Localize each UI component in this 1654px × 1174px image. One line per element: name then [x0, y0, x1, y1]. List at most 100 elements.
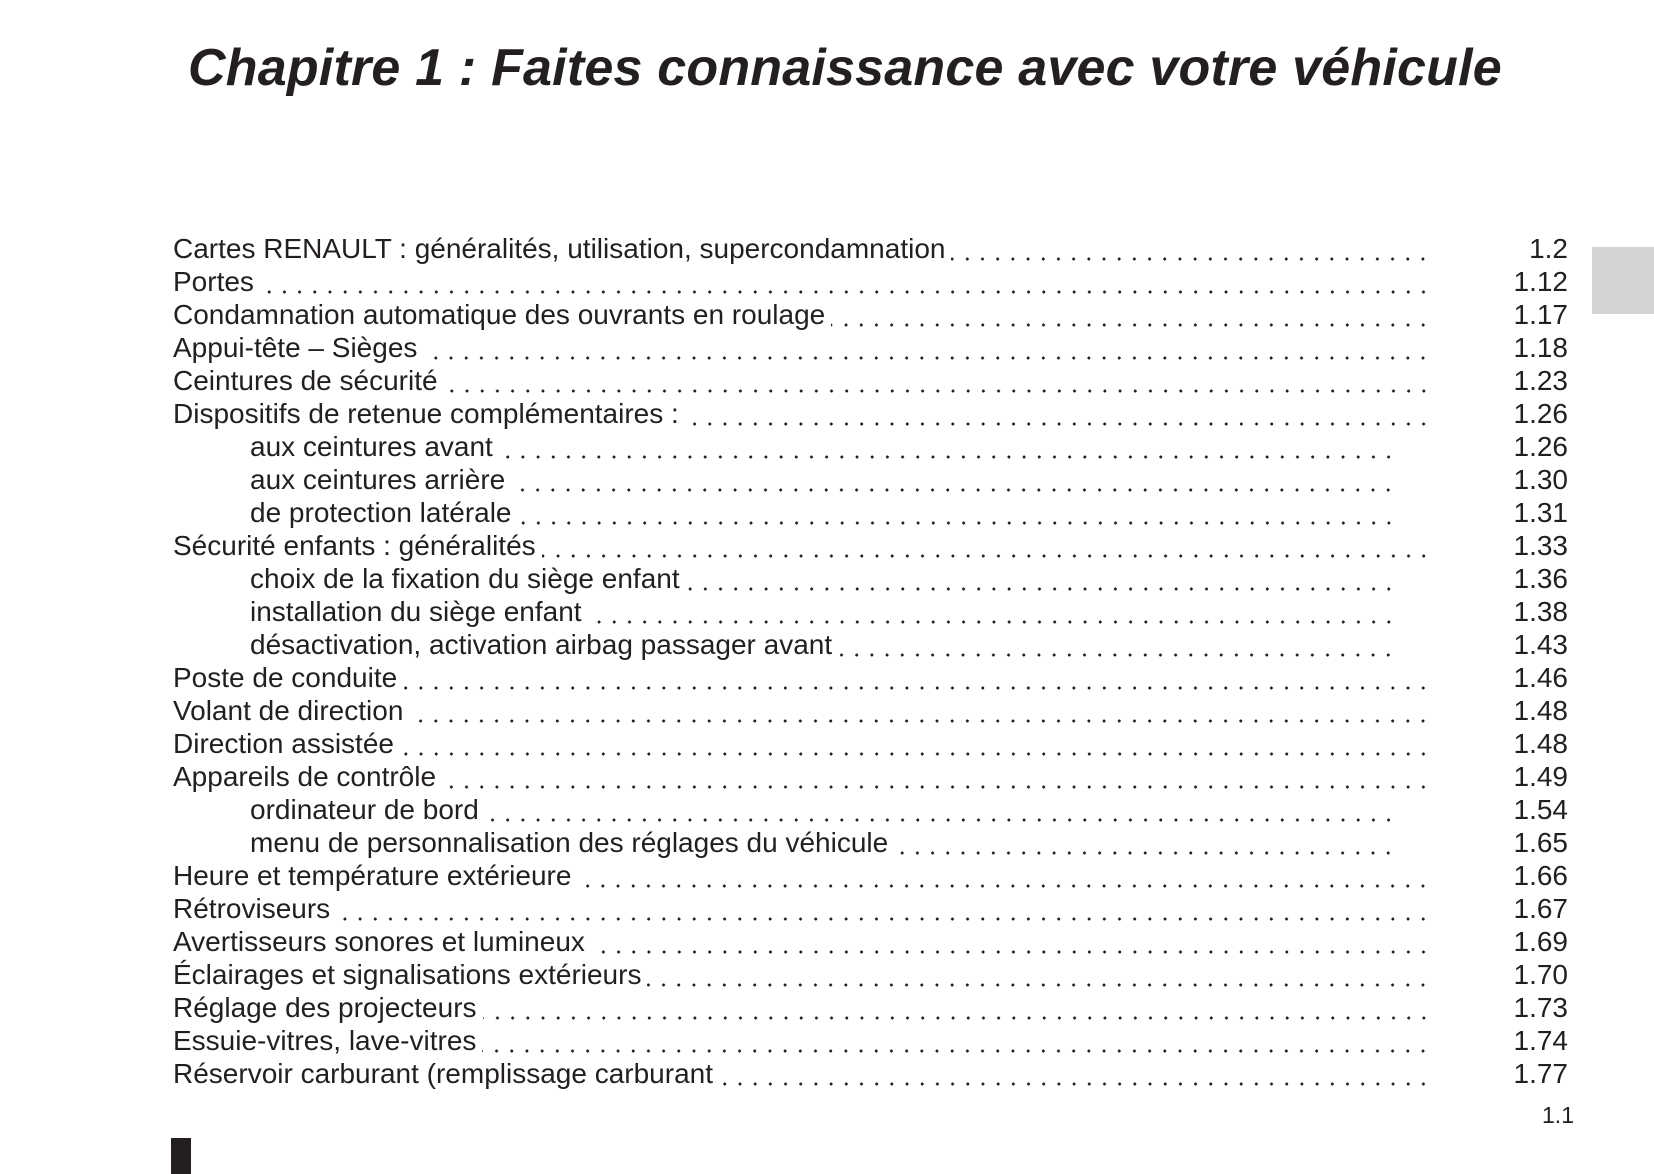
- leader-dots: [951, 256, 1431, 261]
- toc-entry-page: 1.49: [1513, 761, 1569, 792]
- toc-entry[interactable]: Réglage des projecteurs 1.73: [173, 991, 1568, 1024]
- leader-dots: [482, 1048, 1431, 1053]
- toc-entry-page: 1.69: [1513, 926, 1569, 957]
- leader-dots: [442, 784, 1431, 789]
- chapter-title: Chapitre 1 : Faites connaissance avec vo…: [188, 39, 1502, 97]
- toc-entry-page: 1.18: [1513, 332, 1569, 363]
- toc-entry-label: aux ceintures arrière: [250, 464, 506, 495]
- leader-dots: [259, 289, 1431, 294]
- toc-entry[interactable]: Avertisseurs sonores et lumineux 1.69: [173, 925, 1568, 958]
- toc-entry-label: Avertisseurs sonores et lumineux: [173, 926, 585, 957]
- leader-dots: [482, 1015, 1431, 1020]
- page-edge-marker: [171, 1138, 191, 1174]
- toc-entry-label: aux ceintures avant: [250, 431, 493, 462]
- toc-entry-label: Condamnation automatique des ouvrants en…: [173, 299, 826, 330]
- toc-entry[interactable]: Direction assistée 1.48: [173, 727, 1568, 760]
- leader-dots: [498, 454, 1396, 459]
- leader-dots: [403, 685, 1431, 690]
- leader-dots: [719, 1081, 1431, 1086]
- toc-entry[interactable]: Sécurité enfants : généralités 1.33: [173, 529, 1568, 562]
- toc-entry-page: 1.54: [1513, 794, 1569, 825]
- toc-entry-page: 1.43: [1513, 629, 1569, 660]
- leader-dots: [517, 520, 1396, 525]
- toc-entry-page: 1.77: [1513, 1058, 1569, 1089]
- toc-entry-page: 1.36: [1513, 563, 1569, 594]
- toc-entry-label: Dispositifs de retenue complémentaires :: [173, 398, 679, 429]
- toc-entry-page: 1.33: [1513, 530, 1569, 561]
- leader-dots: [647, 982, 1431, 987]
- toc-entry[interactable]: Rétroviseurs 1.67: [173, 892, 1568, 925]
- toc-entry-page: 1.66: [1513, 860, 1569, 891]
- toc-entry[interactable]: aux ceintures arrière 1.30: [173, 463, 1568, 496]
- leader-dots: [577, 883, 1431, 888]
- toc-entry[interactable]: ordinateur de bord 1.54: [173, 793, 1568, 826]
- toc-entry-label: Réglage des projecteurs: [173, 992, 477, 1023]
- toc-entry-page: 1.46: [1513, 662, 1569, 693]
- toc-entry[interactable]: Dispositifs de retenue complémentaires :…: [173, 397, 1568, 430]
- toc-entry-label: installation du siège enfant: [250, 596, 582, 627]
- toc-entry[interactable]: Appareils de contrôle 1.49: [173, 760, 1568, 793]
- toc-entry-page: 1.26: [1513, 398, 1569, 429]
- leader-dots: [443, 388, 1431, 393]
- leader-dots: [511, 487, 1396, 492]
- leader-dots: [336, 916, 1431, 921]
- toc-entry[interactable]: désactivation, activation airbag passage…: [173, 628, 1568, 661]
- toc-entry-page: 1.12: [1513, 266, 1569, 297]
- leader-dots: [684, 421, 1431, 426]
- toc-entry-label: Réservoir carburant (remplissage carbura…: [173, 1058, 713, 1089]
- leader-dots: [894, 850, 1396, 855]
- toc-entry[interactable]: Poste de conduite 1.46: [173, 661, 1568, 694]
- toc-entry[interactable]: menu de personnalisation des réglages du…: [173, 826, 1568, 859]
- toc-entry-label: Ceintures de sécurité: [173, 365, 438, 396]
- toc-entry-label: Portes: [173, 266, 254, 297]
- toc-entry-label: Volant de direction: [173, 695, 404, 726]
- leader-dots: [409, 718, 1431, 723]
- toc-entry-label: Essuie-vitres, lave-vitres: [173, 1025, 477, 1056]
- toc-entry-label: Sécurité enfants : généralités: [173, 530, 536, 561]
- leader-dots: [423, 355, 1431, 360]
- toc-entry-label: Éclairages et signalisations extérieurs: [173, 959, 642, 990]
- toc-entry-page: 1.67: [1513, 893, 1569, 924]
- toc-entry[interactable]: installation du siège enfant 1.38: [173, 595, 1568, 628]
- toc-entry-label: Appareils de contrôle: [173, 761, 437, 792]
- toc-entry[interactable]: aux ceintures avant 1.26: [173, 430, 1568, 463]
- toc-entry[interactable]: Réservoir carburant (remplissage carbura…: [173, 1057, 1568, 1090]
- toc-entry-label: choix de la fixation du siège enfant: [250, 563, 680, 594]
- leader-dots: [587, 619, 1396, 624]
- toc-entry[interactable]: Volant de direction 1.48: [173, 694, 1568, 727]
- toc-entry[interactable]: de protection latérale 1.31: [173, 496, 1568, 529]
- toc-entry[interactable]: Heure et température extérieure 1.66: [173, 859, 1568, 892]
- toc-entry-page: 1.70: [1513, 959, 1569, 990]
- toc-entry-page: 1.26: [1513, 431, 1569, 462]
- leader-dots: [590, 949, 1431, 954]
- leader-dots: [399, 751, 1431, 756]
- toc-entry-label: désactivation, activation airbag passage…: [250, 629, 833, 660]
- leader-dots: [831, 322, 1431, 327]
- toc-entry-page: 1.48: [1513, 728, 1569, 759]
- toc-entry[interactable]: Appui-tête – Sièges 1.18: [173, 331, 1568, 364]
- toc-entry-page: 1.30: [1513, 464, 1569, 495]
- toc-entry-page: 1.65: [1513, 827, 1569, 858]
- toc-entry[interactable]: Ceintures de sécurité 1.23: [173, 364, 1568, 397]
- toc-entry-label: Rétroviseurs: [173, 893, 331, 924]
- toc-entry-page: 1.31: [1513, 497, 1569, 528]
- toc-entry[interactable]: Portes 1.12: [173, 265, 1568, 298]
- toc-entry[interactable]: Condamnation automatique des ouvrants en…: [173, 298, 1568, 331]
- toc-entry-page: 1.38: [1513, 596, 1569, 627]
- toc-entry-page: 1.74: [1513, 1025, 1569, 1056]
- toc-entry[interactable]: Cartes RENAULT : généralités, utilisatio…: [173, 232, 1568, 265]
- toc-entry[interactable]: Essuie-vitres, lave-vitres 1.74: [173, 1024, 1568, 1057]
- toc-entry-label: menu de personnalisation des réglages du…: [250, 827, 889, 858]
- toc-entry-page: 1.2: [1529, 233, 1568, 264]
- toc-entry-label: Cartes RENAULT : généralités, utilisatio…: [173, 233, 946, 264]
- chapter-tab-marker: [1592, 247, 1654, 314]
- toc-entry-label: Direction assistée: [173, 728, 394, 759]
- toc-entry-page: 1.48: [1513, 695, 1569, 726]
- toc-entry-label: de protection latérale: [250, 497, 512, 528]
- toc-entry-label: ordinateur de bord: [250, 794, 479, 825]
- leader-dots: [838, 652, 1396, 657]
- page-number: 1.1: [1542, 1102, 1574, 1128]
- toc-entry[interactable]: Éclairages et signalisations extérieurs 1…: [173, 958, 1568, 991]
- table-of-contents: Cartes RENAULT : généralités, utilisatio…: [173, 232, 1568, 1090]
- toc-entry[interactable]: choix de la fixation du siège enfant 1.36: [173, 562, 1568, 595]
